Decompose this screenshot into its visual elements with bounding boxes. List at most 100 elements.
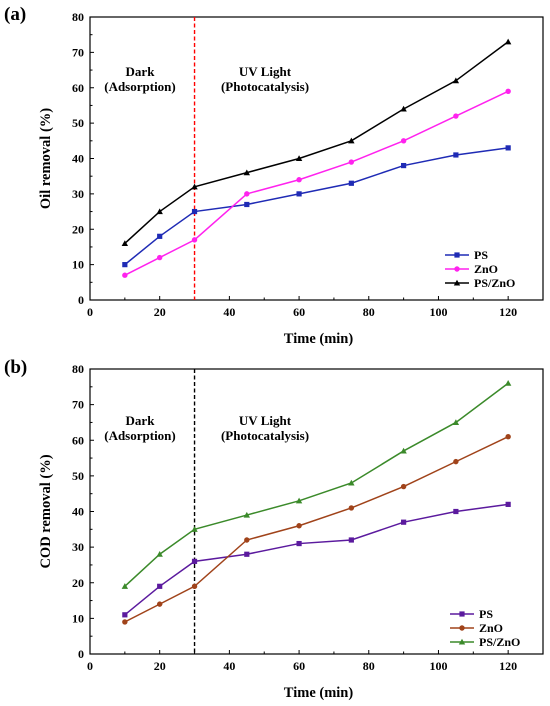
series-line [124, 147, 509, 266]
series-line [124, 382, 509, 587]
legend-label: PS [474, 248, 488, 262]
x-axis-title: Time (min) [284, 331, 354, 347]
data-point [191, 237, 198, 243]
x-tick-label: 60 [293, 305, 305, 319]
data-point [156, 551, 163, 557]
y-tick-label: 0 [78, 293, 84, 307]
data-point [243, 169, 251, 176]
dark-region-label: (Adsorption) [104, 79, 176, 94]
dark-region-label: Dark [126, 413, 156, 428]
legend-marker [458, 638, 466, 645]
y-tick-label: 10 [72, 258, 84, 272]
data-point [191, 526, 198, 532]
uv-region-label: (Photocatalysis) [221, 79, 309, 94]
y-tick-label: 50 [72, 469, 84, 483]
panel-label: (b) [4, 357, 27, 378]
data-point [156, 208, 163, 215]
data-point [504, 38, 512, 45]
data-point [505, 145, 511, 151]
y-axis-title: Oil removal (%) [38, 108, 54, 209]
x-axis-title: Time (min) [284, 685, 354, 701]
y-tick-label: 20 [72, 222, 84, 236]
x-tick-label: 100 [429, 305, 447, 319]
chart-panel-b: (b) 0 20 40 60 80 100 120 0 10 20 30 40 50 60 70 80 Time … [4, 357, 544, 701]
data-point [191, 183, 198, 190]
data-point [244, 201, 250, 208]
data-point [453, 152, 459, 158]
data-point [191, 583, 198, 590]
uv-region-label: UV Light [239, 64, 292, 79]
data-point [156, 601, 163, 607]
y-tick-label: 0 [78, 647, 84, 661]
y-tick-label: 30 [72, 187, 84, 201]
panel-label: (a) [4, 4, 26, 25]
data-point [156, 254, 163, 261]
legend-label: PS/ZnO [479, 635, 520, 649]
data-point [122, 262, 128, 268]
y-tick-label: 20 [72, 576, 84, 590]
data-point [348, 505, 355, 511]
data-point [157, 583, 163, 589]
x-tick-label: 120 [499, 305, 517, 319]
y-tick-label: 60 [72, 433, 84, 447]
data-point [401, 519, 407, 525]
x-tick-label: 80 [363, 305, 375, 319]
data-point [348, 137, 355, 144]
uv-region-label: UV Light [239, 413, 292, 428]
x-tick-label: 40 [223, 659, 235, 673]
series-line [124, 41, 509, 244]
legend-marker [459, 625, 465, 631]
series-line [124, 436, 509, 623]
data-point [453, 458, 459, 465]
data-point [400, 447, 407, 454]
x-tick-label: 80 [363, 659, 375, 673]
data-point [453, 508, 459, 515]
series-ps-zno [121, 380, 512, 589]
legend-label: ZnO [474, 262, 498, 276]
y-tick-label: 10 [72, 611, 84, 625]
dark-region-label: (Adsorption) [104, 428, 176, 443]
legend-label: PS/ZnO [474, 276, 515, 290]
legend-marker [454, 252, 460, 258]
data-point [504, 380, 512, 386]
y-tick-label: 40 [72, 152, 84, 166]
data-point [122, 619, 128, 625]
series-line [124, 90, 509, 276]
dark-region-label: Dark [126, 64, 156, 79]
x-tick-label: 0 [87, 659, 93, 673]
data-point [295, 155, 303, 162]
legend-marker [454, 266, 460, 272]
data-point [122, 272, 128, 278]
data-point [244, 551, 250, 557]
y-tick-label: 70 [72, 398, 84, 412]
legend-label: PS [479, 607, 493, 621]
data-point [244, 191, 250, 197]
data-point [244, 537, 250, 543]
data-point [191, 208, 198, 215]
legend-label: ZnO [479, 621, 503, 635]
data-point [453, 113, 459, 119]
data-point [296, 191, 302, 197]
data-point [121, 583, 129, 589]
series-zno [122, 433, 511, 625]
series-ps [122, 145, 511, 268]
series-ps-zno [121, 38, 512, 246]
data-point [505, 433, 511, 440]
data-point [400, 483, 407, 490]
data-point [122, 612, 128, 618]
data-point [121, 240, 129, 246]
data-point [295, 497, 303, 504]
data-point [348, 159, 355, 165]
data-point [348, 537, 354, 543]
x-tick-label: 20 [154, 305, 166, 319]
series-ps [122, 501, 511, 618]
data-point [401, 162, 407, 169]
x-tick-label: 20 [154, 659, 166, 673]
data-point [296, 540, 302, 547]
plot-frame [89, 368, 544, 655]
uv-region-label: (Photocatalysis) [221, 428, 309, 443]
